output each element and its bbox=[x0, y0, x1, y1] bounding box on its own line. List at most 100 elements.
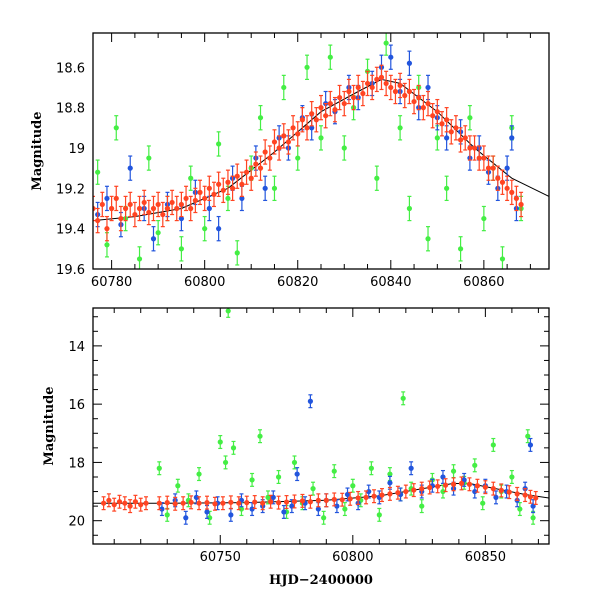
data-point bbox=[104, 195, 110, 202]
data-point bbox=[271, 185, 278, 191]
data-point bbox=[350, 94, 357, 101]
data-point bbox=[444, 135, 450, 141]
data-point bbox=[206, 205, 212, 212]
data-point bbox=[196, 471, 202, 477]
data-point bbox=[400, 395, 406, 401]
data-point bbox=[425, 236, 431, 242]
data-point bbox=[262, 149, 268, 155]
data-point bbox=[466, 481, 473, 487]
data-point bbox=[509, 474, 515, 480]
data-point bbox=[402, 92, 408, 99]
data-point bbox=[457, 246, 464, 252]
data-point bbox=[281, 133, 287, 139]
x-tick-label: 60850 bbox=[465, 550, 506, 565]
data-point bbox=[146, 209, 152, 216]
data-point bbox=[132, 499, 139, 505]
data-point bbox=[299, 498, 306, 504]
top-light-curve-panel: 60780 60800 60820 60840 60860 18.6 18.8 19 19.2 1… bbox=[30, 32, 550, 290]
data-point bbox=[435, 483, 441, 489]
data-point bbox=[347, 496, 353, 502]
data-point bbox=[192, 197, 198, 204]
data-point bbox=[156, 465, 162, 471]
data-point bbox=[419, 503, 425, 509]
data-point bbox=[304, 64, 310, 70]
data-point bbox=[244, 500, 250, 506]
data-point bbox=[355, 495, 361, 501]
data-point bbox=[150, 236, 157, 242]
data-point bbox=[371, 493, 377, 499]
x-tick-label: 60780 bbox=[91, 275, 132, 290]
data-point bbox=[518, 201, 524, 208]
bottom-light-curve-panel: 60750 60800 60850 14 16 18 20 Magnitude HJD−24… bbox=[42, 307, 550, 588]
data-point bbox=[444, 185, 450, 191]
x-tick-label: 60800 bbox=[332, 550, 373, 565]
y-tick-label: 19 bbox=[68, 142, 85, 157]
data-point bbox=[281, 84, 287, 91]
y-tick-label: 19.6 bbox=[56, 263, 85, 278]
data-point bbox=[113, 125, 119, 131]
data-point bbox=[260, 500, 266, 506]
data-point bbox=[450, 468, 457, 474]
data-point bbox=[481, 155, 487, 161]
data-point bbox=[315, 497, 321, 503]
data-point bbox=[504, 185, 510, 191]
data-point bbox=[493, 494, 499, 500]
data-point bbox=[104, 242, 110, 248]
data-point bbox=[368, 465, 374, 471]
data-point bbox=[462, 135, 468, 141]
data-point bbox=[291, 498, 298, 505]
data-point bbox=[216, 181, 222, 187]
data-point bbox=[334, 503, 340, 509]
data-point bbox=[315, 506, 321, 512]
data-point bbox=[522, 492, 528, 498]
data-point bbox=[420, 105, 426, 111]
data-point bbox=[474, 483, 481, 489]
data-point bbox=[243, 169, 250, 175]
data-point bbox=[472, 488, 478, 495]
data-point bbox=[146, 155, 152, 161]
data-point bbox=[238, 506, 245, 512]
data-point bbox=[378, 74, 385, 80]
data-point bbox=[262, 185, 268, 191]
data-point bbox=[327, 100, 333, 107]
data-point bbox=[318, 135, 324, 141]
data-point bbox=[253, 161, 259, 167]
data-point bbox=[188, 175, 194, 181]
data-point bbox=[295, 131, 301, 137]
data-point bbox=[513, 195, 520, 202]
data-point bbox=[101, 500, 107, 506]
data-point bbox=[444, 117, 450, 123]
data-point bbox=[530, 515, 536, 521]
x-tick-label: 60820 bbox=[277, 275, 318, 290]
data-point bbox=[225, 308, 231, 314]
data-point bbox=[95, 217, 101, 224]
data-point bbox=[178, 246, 185, 252]
data-point bbox=[533, 495, 539, 501]
data-point bbox=[490, 165, 496, 171]
data-point bbox=[164, 500, 170, 506]
data-point bbox=[499, 256, 506, 262]
data-point bbox=[350, 483, 356, 489]
data-point bbox=[387, 471, 393, 477]
x-tick-label: 60750 bbox=[200, 550, 241, 565]
data-point bbox=[514, 491, 520, 497]
data-point bbox=[281, 509, 287, 515]
data-point bbox=[178, 215, 185, 222]
data-point bbox=[337, 94, 343, 101]
data-point bbox=[239, 181, 245, 187]
data-point bbox=[307, 398, 313, 404]
data-point bbox=[453, 125, 459, 131]
y-tick-label: 20 bbox=[68, 515, 85, 530]
data-point bbox=[388, 84, 394, 91]
data-point bbox=[323, 113, 329, 119]
data-point bbox=[127, 201, 133, 208]
data-point bbox=[346, 88, 352, 95]
data-point bbox=[366, 488, 372, 495]
data-point bbox=[527, 494, 534, 500]
data-point bbox=[257, 165, 264, 171]
data-point bbox=[525, 433, 531, 439]
data-point bbox=[506, 489, 512, 495]
data-point bbox=[234, 173, 240, 179]
data-point bbox=[490, 442, 496, 448]
